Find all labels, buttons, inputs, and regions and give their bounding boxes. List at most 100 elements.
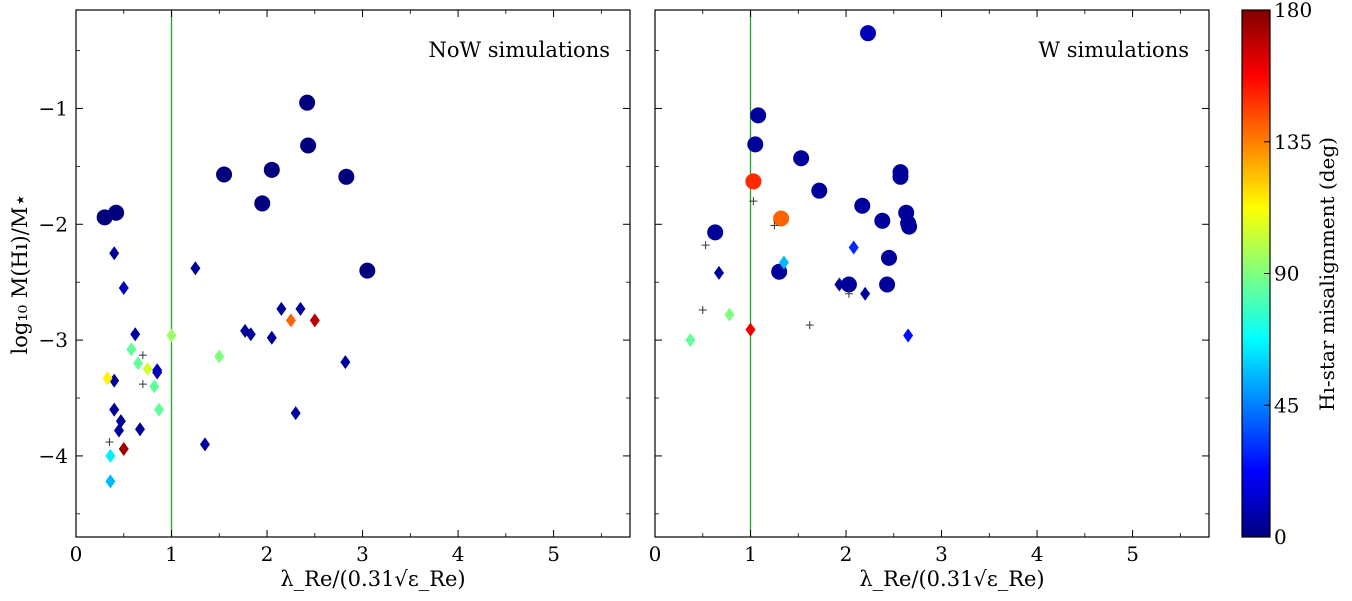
plus-point (844, 289, 853, 298)
colorbar: 0 45 90 135 180 Hı-star misalignment (deg) (1241, 0, 1339, 549)
diamond-point (133, 356, 144, 371)
panel-title: W simulations (1038, 38, 1189, 62)
circle-point (750, 107, 767, 124)
diamond-point (149, 379, 160, 394)
circle-point (359, 262, 376, 279)
diamond-point (848, 240, 859, 255)
diamond-point (199, 437, 210, 452)
colorbar-ticks: 0 45 90 135 180 (1264, 0, 1312, 549)
x-ticks: 0 1 2 3 4 5 (649, 10, 1181, 566)
diamond-point (214, 349, 225, 364)
x-tick-label: 4 (1031, 542, 1044, 566)
circle-point (881, 249, 898, 266)
diamond-point (309, 313, 320, 328)
circle-point (773, 210, 790, 227)
diamond-point (154, 402, 165, 417)
x-tick-label: 3 (356, 542, 369, 566)
diamond-point (142, 362, 153, 377)
x-tick-label: 5 (1126, 542, 1139, 566)
data-marks (96, 94, 376, 489)
plus-point (105, 438, 114, 447)
circle-point (216, 166, 233, 183)
panel-w: 0 1 2 3 4 5 W simulations λ_Re/(0.31√ε_Re) (649, 9, 1210, 591)
x-tick-label: 0 (70, 542, 83, 566)
diamond-point (340, 355, 351, 370)
diamond-point (134, 422, 145, 437)
colorbar-tick-label: 45 (1274, 393, 1299, 417)
circle-point (874, 212, 891, 229)
y-tick-label: −3 (39, 328, 68, 352)
circle-point (901, 218, 918, 235)
circle-point (254, 195, 271, 212)
diamond-point (118, 280, 129, 295)
x-tick-label: 1 (165, 542, 178, 566)
y-tick-label: −4 (39, 444, 68, 468)
colorbar-tick-label: 0 (1274, 525, 1287, 549)
diamond-point (245, 327, 256, 342)
circle-point (745, 173, 762, 190)
colorbar-tick-label: 90 (1274, 262, 1299, 286)
plus-point (138, 380, 147, 389)
circle-point (860, 25, 877, 42)
plus-point (138, 351, 147, 360)
circle-point (840, 276, 857, 293)
diamond-point (903, 328, 914, 343)
circle-point (338, 168, 355, 185)
x-tick-label: 3 (935, 542, 948, 566)
plus-point (749, 197, 758, 206)
colorbar-tick-label: 180 (1274, 0, 1312, 22)
plus-point (698, 305, 707, 314)
x-tick-label: 1 (744, 542, 757, 566)
diamond-point (113, 423, 124, 438)
x-axis-label: λ_Re/(0.31√ε_Re) (280, 567, 465, 591)
x-tick-label: 5 (547, 542, 560, 566)
circle-point (747, 136, 764, 153)
x-tick-label: 4 (452, 542, 465, 566)
diamond-point (724, 307, 735, 322)
y-ticks: −1 −2 −3 −4 (39, 50, 630, 515)
diamond-point (105, 448, 116, 463)
diamond-point (266, 330, 277, 345)
plus-point (701, 241, 710, 250)
x-axis-label: λ_Re/(0.31√ε_Re) (859, 567, 1044, 591)
diamond-point (109, 373, 120, 388)
diamond-point (126, 342, 137, 357)
diamond-point (109, 246, 120, 261)
colorbar-label: Hı-star misalignment (deg) (1315, 137, 1339, 411)
diamond-point (685, 333, 696, 348)
circle-point (811, 182, 828, 199)
diamond-point (190, 261, 201, 276)
circle-point (263, 161, 280, 178)
diamond-point (295, 301, 306, 316)
y-tick-label: −1 (39, 96, 68, 120)
circle-point (299, 94, 316, 111)
diamond-point (118, 441, 129, 456)
plus-point (770, 221, 779, 230)
diamond-point (102, 371, 113, 386)
data-marks (685, 25, 918, 348)
y-tick-label: −2 (39, 212, 68, 236)
circle-point (108, 204, 125, 221)
x-tick-label: 2 (840, 542, 853, 566)
plus-point (805, 321, 814, 330)
y-ticks (655, 50, 1209, 515)
circle-point (300, 137, 317, 154)
x-ticks: 0 1 2 3 4 5 (70, 10, 602, 566)
colorbar-tick-label: 135 (1274, 130, 1312, 154)
y-axis-label: log₁₀ M(Hı)/M⋆ (8, 194, 32, 355)
circle-point (854, 197, 871, 214)
diamond-point (290, 406, 301, 421)
diamond-point (778, 255, 789, 270)
diamond-point (152, 365, 163, 380)
diamond-point (285, 313, 296, 328)
diamond-point (166, 328, 177, 343)
panel-title: NoW simulations (428, 38, 610, 62)
x-tick-label: 2 (261, 542, 274, 566)
circle-point (879, 276, 896, 293)
diamond-point (109, 402, 120, 417)
diamond-point (713, 265, 724, 280)
diamond-point (105, 474, 116, 489)
diamond-point (860, 286, 871, 301)
plot-frame (75, 9, 631, 538)
